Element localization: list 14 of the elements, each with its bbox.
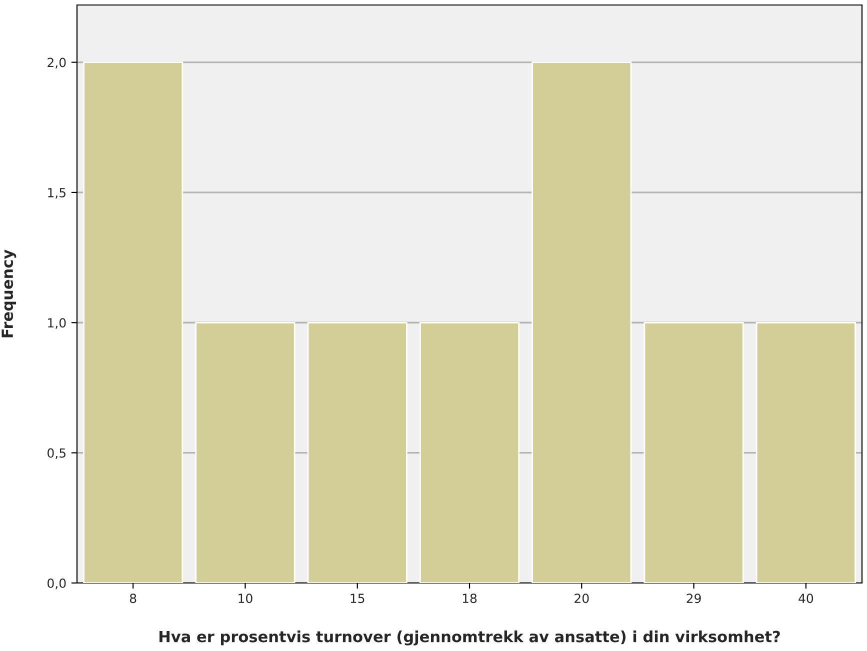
x-tick-label: 15	[350, 594, 364, 604]
x-axis-title: Hva er prosentvis turnover (gjennomtrekk av ansatte) i din virksomhet?	[160, 630, 780, 646]
x-tick-label: 40	[798, 594, 814, 604]
y-tick-label: 0,0	[48, 578, 66, 590]
y-tick-label: 1,5	[48, 188, 66, 199]
y-tick-label: 1,0	[48, 318, 66, 329]
x-tick-label: 20	[574, 594, 589, 604]
y-tick-label: 2,0	[48, 58, 66, 68]
y-axis-title: Frequency	[2, 250, 16, 338]
x-tick-label: 10	[238, 594, 252, 604]
x-tick-label: 29	[686, 594, 701, 604]
y-tick-label: 0,5	[48, 448, 66, 460]
x-tick-label: 18	[462, 594, 477, 604]
x-tick-label: 8	[130, 594, 136, 604]
